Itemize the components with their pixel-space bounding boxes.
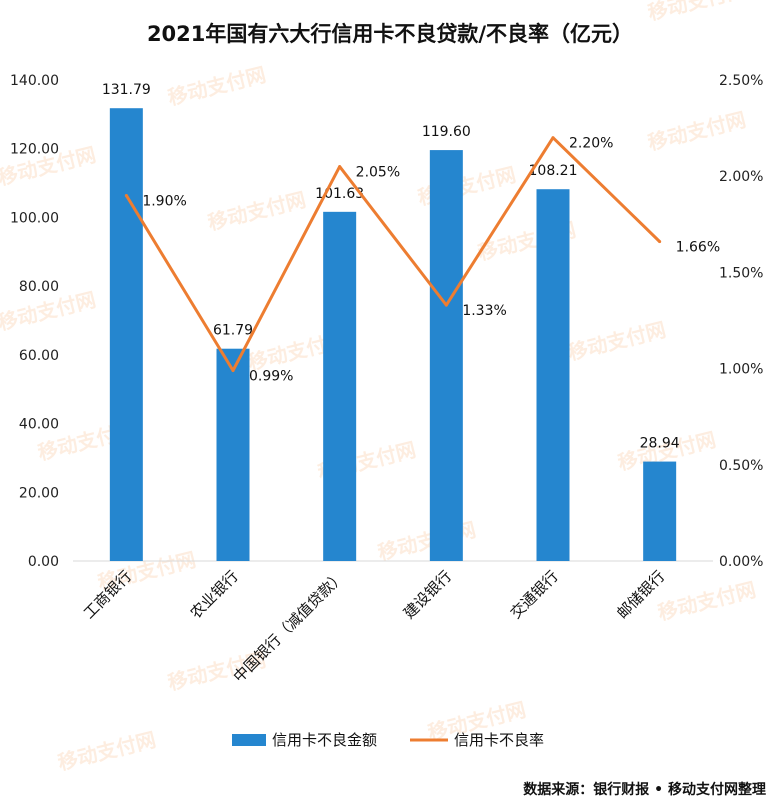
right-axis-tick-label: 0.50% [719,458,763,474]
watermark-text: 移动支付网 [645,0,748,25]
right-axis-tick-label: 2.50% [719,73,763,89]
line-point [658,240,662,244]
legend-label-bar: 信用卡不良金额 [272,731,377,749]
line-series [125,136,661,373]
line-data-label: 1.66% [676,240,720,256]
bar-data-label: 28.94 [640,436,680,452]
left-axis-tick-label: 60.00 [19,348,59,364]
x-axis-category-label: 交通银行 [507,567,562,622]
legend-swatch-bar [232,734,266,746]
watermark-text: 移动支付网 [565,317,668,364]
bar-data-label: 61.79 [213,323,253,339]
watermark-text: 移动支付网 [165,62,268,109]
legend-label-line: 信用卡不良率 [454,731,544,749]
x-axis-category-label: 农业银行 [187,567,242,622]
line-data-label: 0.99% [249,369,293,385]
line-data-label: 1.90% [142,193,186,209]
line-point [551,136,555,140]
left-axis-tick-label: 140.00 [10,73,59,89]
left-axis-tick-label: 0.00 [28,554,59,570]
bar [643,461,677,561]
line-point [231,369,235,373]
bar-data-label: 119.60 [422,124,471,140]
right-axis-tick-label: 0.00% [719,554,763,570]
left-axis-tick-label: 20.00 [19,485,59,501]
bar [536,189,570,561]
left-axis-tick-label: 120.00 [10,142,59,158]
bar-data-label: 131.79 [102,82,151,98]
watermark-text: 移动支付网 [55,727,158,774]
right-axis-tick-label: 1.50% [719,265,763,281]
x-axis-category-label: 建设银行 [400,567,455,622]
line-point [444,303,448,307]
bar-data-label: 108.21 [529,163,578,179]
line-data-label: 1.33% [462,303,506,319]
right-axis-tick-label: 2.00% [719,169,763,185]
watermark-text: 移动支付网 [205,187,308,234]
bar [216,348,250,561]
watermark-text: 移动支付网 [655,577,758,624]
line-point [124,193,128,197]
left-axis-tick-label: 100.00 [10,210,59,226]
x-axis-category-label: 中国银行（减值贷款） [230,567,349,686]
left-axis-tick-label: 40.00 [19,417,59,433]
left-axis-tick-label: 80.00 [19,279,59,295]
bar [109,108,143,561]
source-note: 数据来源：银行财报 • 移动支付网整理 [523,782,766,798]
line-point [338,165,342,169]
chart-title: 2021年国有六大行信用卡不良贷款/不良率（亿元） [146,22,634,46]
bar [323,211,357,561]
line-data-label: 2.05% [356,165,400,181]
right-axis-tick-label: 1.00% [719,362,763,378]
line-data-label: 2.20% [569,136,613,152]
watermark-text: 移动支付网 [645,107,748,154]
bar [429,150,463,562]
